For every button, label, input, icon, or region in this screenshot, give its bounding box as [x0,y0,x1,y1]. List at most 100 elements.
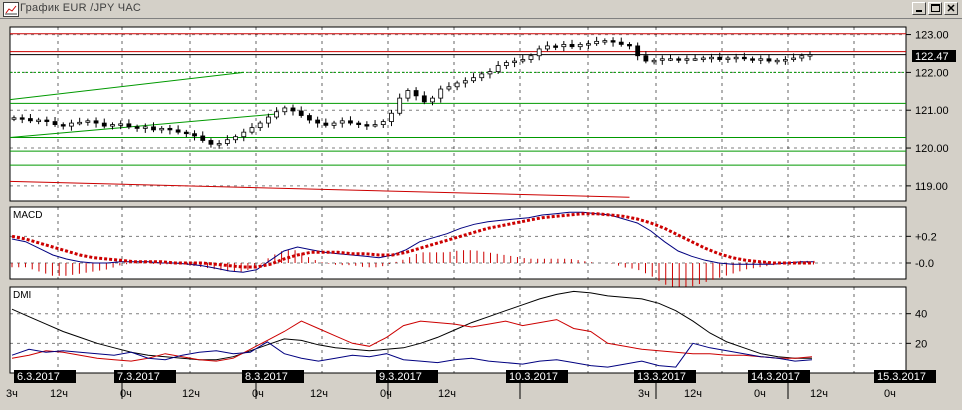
date-label: 6.3.2017 [17,371,60,383]
candle-body [380,121,386,125]
candle-body [495,65,501,73]
candle-body [101,122,107,127]
candle-body [569,43,575,48]
candle-body [413,90,419,97]
time-label: 0ч [120,388,132,400]
candle-body [635,45,641,57]
minimize-button[interactable] [912,2,926,15]
dmi-grid [10,287,906,373]
chart-canvas: 123.00 122.00 121.00 120.00 119.00 122.47 MA… [6,26,956,400]
date-label: 8.3.2017 [245,371,288,383]
macd-lines [11,211,814,273]
time-label: 12ч [310,388,328,400]
candle-body [200,135,206,141]
candle-body [224,139,230,144]
candle-body [651,59,657,63]
candle-body [36,119,42,122]
candle-body [479,73,485,79]
candle-body [643,55,649,62]
candle-body [110,124,115,127]
candle-body [265,116,271,124]
time-label: 12ч [182,388,200,400]
candle-body [684,58,690,61]
candle-body [725,57,731,60]
candle-body [356,122,362,125]
candle-body [282,107,288,113]
time-label: 0ч [884,388,896,400]
candle-body [323,122,329,126]
candle-body [364,124,370,127]
dmi-minus-di-line [11,341,813,368]
candle-body [438,88,444,99]
candle-body [741,56,747,60]
current-price-label: 122.47 [915,51,949,63]
price-tick-label: 122.00 [915,67,949,79]
time-label: 12ч [50,388,68,400]
candle-body [717,56,723,60]
date-label: 9.3.2017 [379,371,422,383]
candle-body [175,129,181,133]
candle-body [60,124,66,127]
candle-body [692,58,698,61]
dmi-panel: DMI 40 20 [9,286,927,374]
candle-body [389,112,394,122]
dmi-tick-label: 20 [915,338,927,350]
candle-body [782,59,788,62]
candle-body [339,120,345,124]
candle-body [290,107,296,112]
date-label: 14.3.2017 [751,371,800,383]
candle-body [454,82,460,88]
candle-body [126,123,132,128]
candle-body [216,143,222,146]
candle-body [594,40,600,45]
candle-body [405,90,411,99]
candle-body [676,58,682,61]
time-label: 12ч [684,388,702,400]
candle-body [77,121,83,125]
dmi-plus-di-line [11,319,813,362]
candle-body [85,120,91,123]
maximize-button[interactable] [928,2,942,15]
date-axis: 6.3.2017 7.3.2017 8.3.2017 9.3.2017 10.3.201… [14,370,936,383]
candle-body [700,57,706,60]
date-label: 7.3.2017 [117,371,160,383]
candle-body [668,58,673,61]
macd-signal-line [11,212,814,269]
price-trend-lines [9,71,630,198]
time-label: 3ч [638,388,650,400]
candle-body [183,131,189,135]
close-button[interactable] [944,2,958,15]
candle-body [659,58,665,61]
price-level-lines [10,33,906,166]
date-label-box [114,370,176,383]
candle-body [274,111,279,118]
time-label: 0ч [252,388,264,400]
price-tick-label: 120.00 [915,143,949,155]
candle-body [446,86,452,90]
candle-body [586,43,591,46]
candle-body [528,55,534,60]
candle-body [799,55,805,59]
candle-body [159,127,165,131]
date-label-box [874,370,936,383]
candle-body [430,97,435,103]
candle-body [69,122,74,127]
trend-line [9,180,630,198]
candle-body [397,97,403,114]
candle-body [315,119,321,124]
candle-body [758,58,764,61]
dmi-axis: 40 20 [906,309,927,350]
candle-body [208,140,214,145]
price-panel: 123.00 122.00 121.00 120.00 119.00 122.47 [9,26,956,202]
candle-body [512,60,517,63]
candle-body [19,117,25,120]
candle-body [52,121,58,125]
candle-body [249,127,255,133]
macd-panel: MACD +0.2 -0.0 [9,206,937,289]
price-tick-label: 119.00 [915,181,948,193]
dmi-adx-line [11,290,812,361]
macd-title: MACD [13,210,42,221]
candle-body [421,95,427,103]
candle-body [709,56,714,60]
dmi-tick-label: 40 [915,309,927,321]
